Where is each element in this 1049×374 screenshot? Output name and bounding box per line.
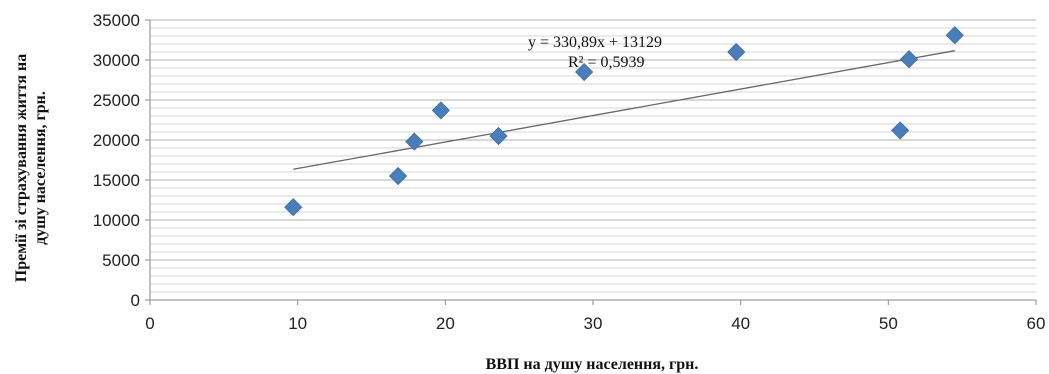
- y-tick-label: 20000: [93, 131, 140, 150]
- data-point: [945, 26, 964, 45]
- x-tick-label: 50: [879, 314, 898, 333]
- x-tick-label: 60: [1027, 314, 1046, 333]
- trendline-equation: y = 330,89x + 13129: [528, 34, 662, 51]
- x-tick-label: 0: [145, 314, 154, 333]
- y-tick-label: 25000: [93, 91, 140, 110]
- y-axis-title-line-1: Премії зі страхування життя на: [13, 54, 30, 283]
- data-point: [284, 198, 303, 217]
- x-tick-label: 10: [288, 314, 307, 333]
- y-tick-label: 30000: [93, 51, 140, 70]
- x-tick-labels: 0 10 20 30 40 50 60: [145, 300, 1045, 333]
- data-point: [727, 42, 746, 62]
- x-tick-label: 40: [731, 314, 750, 333]
- y-tick-label: 5000: [102, 251, 140, 270]
- x-tick-label: 30: [584, 314, 603, 333]
- data-point: [389, 166, 408, 186]
- data-points: [284, 26, 964, 217]
- y-tick-label: 35000: [93, 11, 140, 30]
- y-tick-labels: 0 5000 10000 15000 20000 25000 30000 35000: [93, 11, 150, 310]
- data-point: [489, 126, 508, 146]
- data-point: [405, 132, 424, 151]
- data-point: [431, 101, 450, 120]
- data-point: [575, 62, 594, 82]
- y-axis-title-line-2: душу населення, грн.: [32, 91, 49, 245]
- x-axis-title: ВВП на душу населення, грн.: [486, 356, 699, 373]
- y-tick-label: 0: [131, 291, 140, 310]
- data-point: [891, 121, 910, 140]
- y-tick-label: 15000: [93, 171, 140, 190]
- trendline: [293, 50, 955, 170]
- r-squared-label: R² = 0,5939: [568, 54, 645, 71]
- y-tick-label: 10000: [93, 211, 140, 230]
- x-tick-label: 20: [436, 314, 455, 333]
- data-point: [899, 50, 919, 69]
